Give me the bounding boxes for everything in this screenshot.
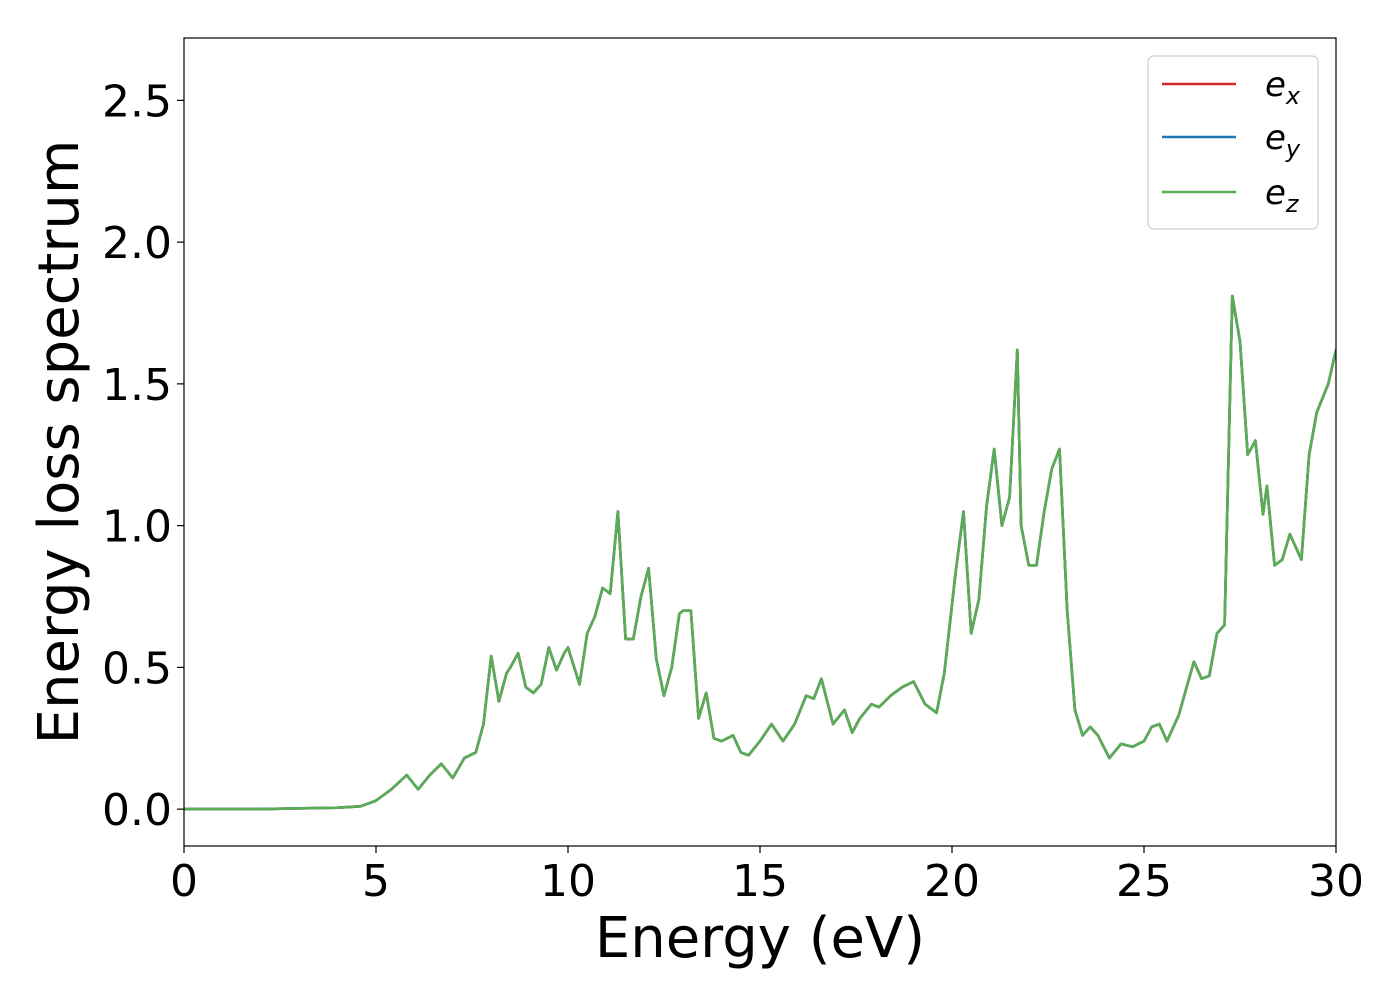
series-layer	[184, 294, 1336, 811]
y-tick-label: 1.5	[102, 360, 172, 411]
x-tick-label: 5	[362, 856, 390, 907]
series-line-z	[184, 294, 1336, 811]
x-tick-label: 10	[540, 856, 596, 907]
x-tick-label: 0	[170, 856, 198, 907]
y-axis: 0.0 0.5 1.0 1.5 2.0 2.5	[102, 76, 184, 836]
x-axis-title: Energy (eV)	[595, 906, 925, 971]
legend-label-x: ex	[1265, 65, 1301, 110]
y-tick-label: 0.5	[102, 643, 172, 694]
y-tick-label: 1.0	[102, 502, 172, 553]
x-tick-label: 30	[1308, 856, 1364, 907]
y-axis-title: Energy loss spectrum	[27, 140, 92, 745]
x-tick-label: 25	[1116, 856, 1172, 907]
y-tick-label: 2.5	[102, 76, 172, 127]
legend-label-y: ey	[1265, 118, 1301, 163]
legend-frame	[1147, 55, 1319, 230]
x-tick-label: 20	[924, 856, 980, 907]
x-axis: 0 5 10 15 20 25 30	[170, 846, 1364, 907]
y-tick-label: 2.0	[102, 218, 172, 269]
x-tick-label: 15	[732, 856, 788, 907]
legend-label-z: ez	[1265, 173, 1300, 218]
legend: ex ey ez	[1147, 55, 1319, 230]
y-tick-label: 0.0	[102, 785, 172, 836]
